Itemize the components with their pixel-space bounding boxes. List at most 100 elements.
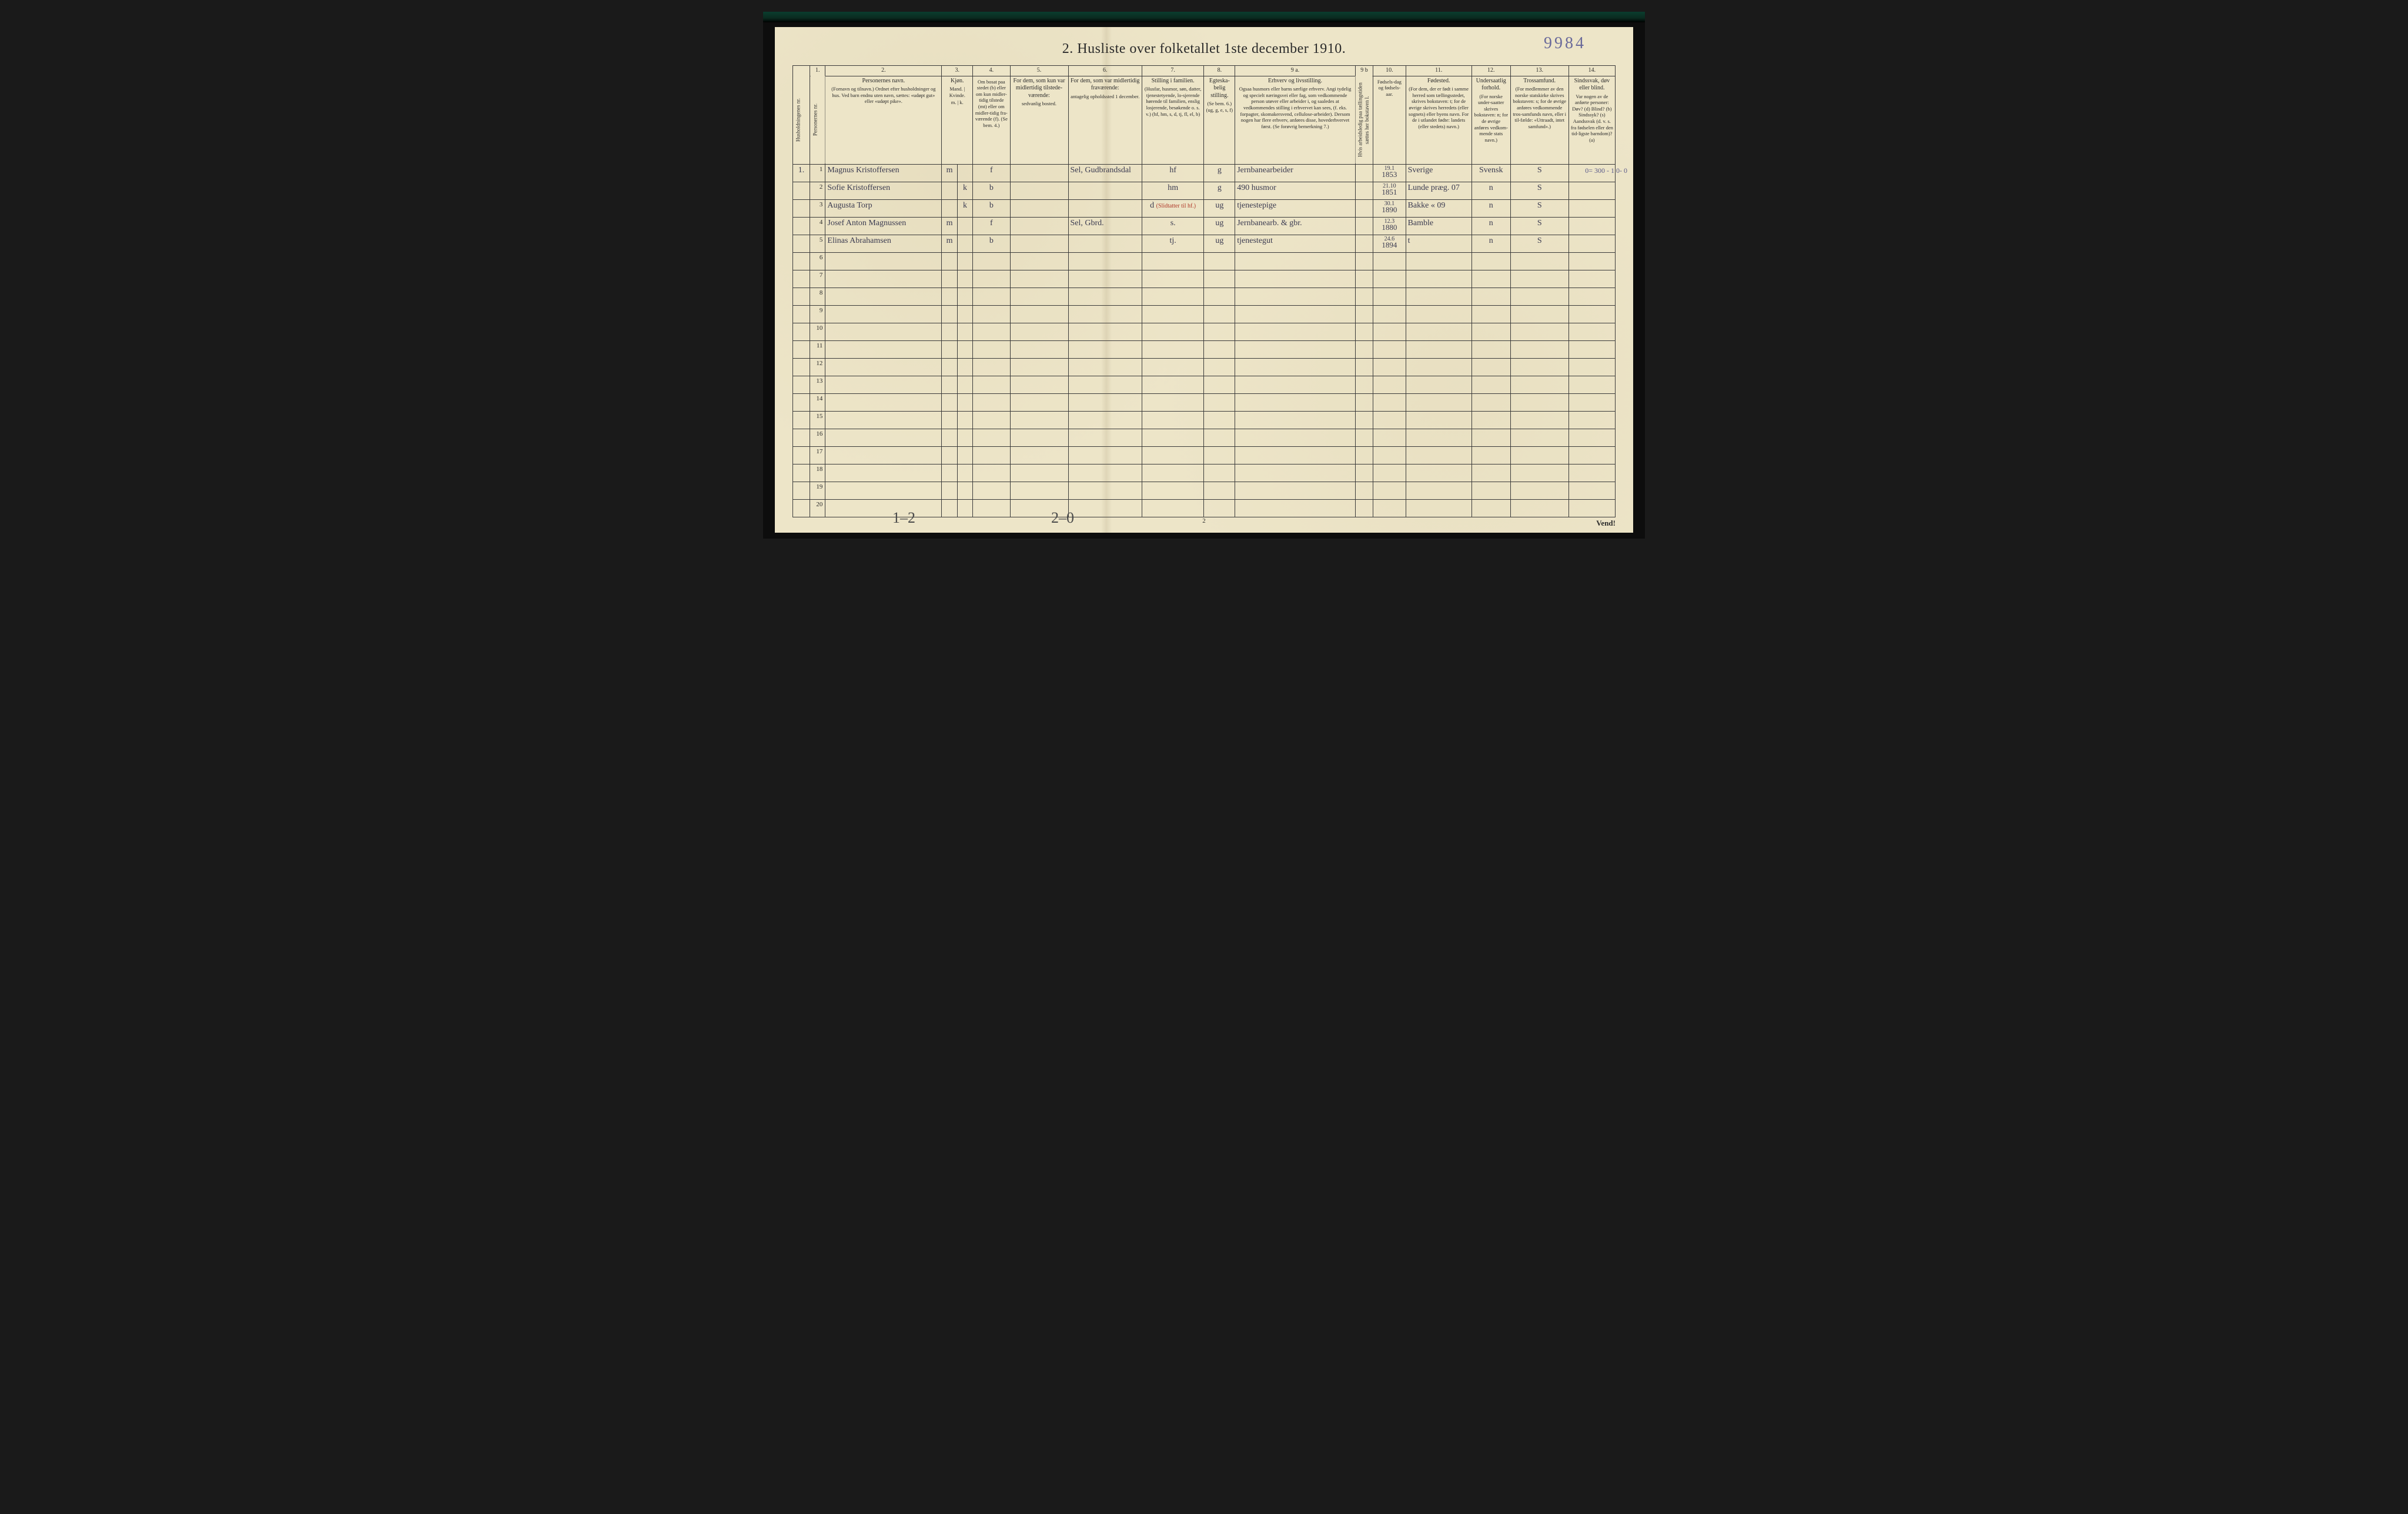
cell-empty — [825, 482, 942, 499]
cell-empty — [1568, 323, 1615, 340]
cell-empty — [1510, 252, 1568, 270]
cell-household-nr — [793, 305, 810, 323]
column-number-row: 1.2.3.4.5.6.7.8.9 a.9 b10.11.12.13.14. — [793, 66, 1616, 76]
hdr-person-nr: Personernes nr. — [810, 76, 825, 164]
cell-empty — [942, 499, 957, 517]
cell-empty — [973, 323, 1010, 340]
cell-whereabouts: Sel, Gudbrandsdal — [1068, 164, 1142, 182]
cell-empty — [942, 252, 957, 270]
cell-empty — [1142, 252, 1204, 270]
cell-person-nr: 17 — [810, 446, 825, 464]
cell-empty — [1068, 393, 1142, 411]
cell-empty — [1373, 393, 1406, 411]
cell-nationality: n — [1471, 235, 1510, 252]
cell-religion: S — [1510, 199, 1568, 217]
cell-empty — [1373, 376, 1406, 393]
cell-name: Augusta Torp — [825, 199, 942, 217]
cell-empty — [1355, 305, 1373, 323]
cell-empty — [1568, 499, 1615, 517]
column-number: 3. — [942, 66, 973, 76]
cell-sex-m: m — [942, 164, 957, 182]
cell-empty — [1068, 252, 1142, 270]
hdr-religion: Trossamfund. (For medlemmer av den norsk… — [1510, 76, 1568, 164]
cell-empty — [1068, 482, 1142, 499]
table-row-empty: 10 — [793, 323, 1616, 340]
hdr-c11-sub: (For dem, der er født i samme herred som… — [1408, 86, 1470, 129]
cell-empty — [1355, 446, 1373, 464]
column-number: 10. — [1373, 66, 1406, 76]
column-number: 9 b — [1355, 66, 1373, 76]
table-row-empty: 15 — [793, 411, 1616, 429]
cell-empty — [1568, 340, 1615, 358]
cell-empty — [1010, 393, 1068, 411]
cell-birth: 19.11853 — [1373, 164, 1406, 182]
column-number: 1. — [810, 66, 825, 76]
cell-empty — [973, 429, 1010, 446]
cell-empty — [1355, 482, 1373, 499]
cell-empty — [1406, 358, 1471, 376]
bottom-note-left: 1–2 — [892, 509, 915, 527]
table-row-empty: 6 — [793, 252, 1616, 270]
title-row: 2. Husliste over folketallet 1ste decemb… — [792, 41, 1616, 57]
cell-empty — [1471, 305, 1510, 323]
cell-empty — [1373, 323, 1406, 340]
cell-empty — [1406, 499, 1471, 517]
cell-disability — [1568, 235, 1615, 252]
cell-empty — [1510, 270, 1568, 288]
cell-nationality: n — [1471, 199, 1510, 217]
cell-sex-k — [957, 217, 972, 235]
table-row: 3Augusta Torpkbd (Slidtatter til hf.)ugt… — [793, 199, 1616, 217]
cell-empty — [1373, 482, 1406, 499]
cell-empty — [1010, 411, 1068, 429]
cell-empty — [1568, 393, 1615, 411]
hdr-sex-mk: m. | k. — [944, 99, 971, 106]
cell-empty — [1204, 252, 1235, 270]
column-number: 12. — [1471, 66, 1510, 76]
cell-person-nr: 10 — [810, 323, 825, 340]
hdr-c5-title: For dem, som kun var midlertidig tilsted… — [1013, 78, 1065, 99]
hdr-c12-title: Undersaatlig forhold. — [1476, 78, 1506, 92]
binding-edge — [763, 12, 1645, 22]
cell-household-nr — [793, 252, 810, 270]
hdr-residence: Om bosat paa stedet (b) eller om kun mid… — [973, 76, 1010, 164]
hdr-sex-sub: Mand. | Kvinde. — [944, 86, 971, 98]
vend-label: Vend! — [1596, 519, 1616, 528]
cell-empty — [973, 482, 1010, 499]
cell-empty — [825, 411, 942, 429]
cell-person-nr: 6 — [810, 252, 825, 270]
cell-empty — [1010, 252, 1068, 270]
cell-empty — [1204, 482, 1235, 499]
cell-household-nr — [793, 235, 810, 252]
cell-empty — [973, 270, 1010, 288]
cell-disability — [1568, 217, 1615, 235]
cell-empty — [973, 499, 1010, 517]
cell-empty — [942, 411, 957, 429]
cell-household-nr — [793, 482, 810, 499]
cell-empty — [1355, 270, 1373, 288]
cell-empty — [825, 464, 942, 482]
hdr-c10-text: Fødsels-dag og fødsels-aar. — [1375, 79, 1403, 98]
hdr-c9a-sub: Ogsaa husmors eller barns særlige erhver… — [1237, 86, 1353, 129]
cell-empty — [1355, 393, 1373, 411]
cell-empty — [825, 305, 942, 323]
cell-empty — [1010, 323, 1068, 340]
cell-residence: f — [973, 217, 1010, 235]
cell-empty — [1204, 464, 1235, 482]
cell-usual-residence — [1010, 164, 1068, 182]
cell-birthplace: Sverige — [1406, 164, 1471, 182]
cell-empty — [957, 393, 972, 411]
hdr-c12-sub: (For norske under-saatter skrives boksta… — [1474, 93, 1509, 143]
cell-empty — [1373, 464, 1406, 482]
hdr-c8-sub: (Se bem. 6.) (ug, g, e, s, f) — [1206, 101, 1233, 113]
cell-empty — [1068, 323, 1142, 340]
cell-empty — [1142, 482, 1204, 499]
cell-empty — [1068, 446, 1142, 464]
cell-empty — [1471, 429, 1510, 446]
cell-empty — [1471, 411, 1510, 429]
column-number: 6. — [1068, 66, 1142, 76]
cell-marital: ug — [1204, 217, 1235, 235]
hdr-temp-present: For dem, som kun var midlertidig tilsted… — [1010, 76, 1068, 164]
cell-empty — [1373, 340, 1406, 358]
census-table: 1.2.3.4.5.6.7.8.9 a.9 b10.11.12.13.14. H… — [792, 65, 1616, 517]
cell-empty — [1010, 376, 1068, 393]
